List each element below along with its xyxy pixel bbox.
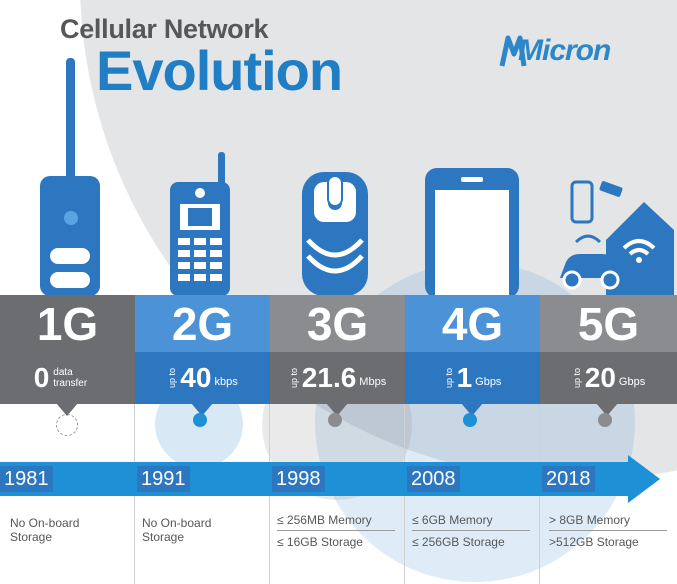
- divider-line: [412, 530, 530, 531]
- memory-3g: ≤ 256MB Memory: [277, 513, 372, 527]
- speed-prefix: up to: [167, 367, 178, 389]
- speed-value: 1: [456, 362, 473, 393]
- memory-5g: > 8GB Memory: [549, 513, 631, 527]
- title-small: Cellular Network: [60, 14, 269, 44]
- speed-5g: up to 20 Gbps: [540, 352, 677, 404]
- divider-line: [277, 530, 395, 531]
- speed-unit: data transfer: [53, 367, 88, 389]
- speed-unit: Mbps: [359, 376, 387, 388]
- micron-logo-icon: [499, 35, 527, 67]
- speed-value: 20: [584, 362, 616, 393]
- pointer-1g: [56, 403, 78, 416]
- speed-1g: 0 data transfer: [0, 352, 135, 404]
- gen-label-5g: 5G: [540, 295, 677, 352]
- title-large: Evolution: [96, 39, 343, 102]
- storage-1g: Storage: [10, 530, 53, 544]
- speed-prefix: up to: [288, 367, 299, 389]
- memory-2g: No On-board: [142, 516, 212, 530]
- signal-dot-3g: [328, 413, 342, 427]
- gen-label-2g: 2G: [135, 295, 270, 352]
- speed-3g: up to 21.6 Mbps: [270, 352, 405, 404]
- speed-value: 21.6: [301, 362, 357, 393]
- 5g-devices-icon: [560, 180, 674, 296]
- signal-dot-5g: [598, 413, 612, 427]
- pointer-5g: [596, 403, 618, 416]
- speed-unit: Gbps: [618, 376, 646, 388]
- timeline-arrow: [628, 455, 660, 503]
- 1g-phone-icon: [40, 58, 100, 296]
- pointer-3g: [326, 403, 348, 416]
- storage-2g: Storage: [142, 530, 185, 544]
- pointer-2g: [191, 403, 213, 416]
- speed-value: 0: [33, 362, 50, 393]
- memory-1g: No On-board: [10, 516, 80, 530]
- speed-unit: Gbps: [475, 376, 502, 388]
- year-1991: 1991: [137, 466, 190, 492]
- pointer-4g: [461, 403, 483, 416]
- year-1981: 1981: [0, 466, 53, 492]
- logo-text: Micron: [518, 34, 611, 67]
- memory-4g: ≤ 6GB Memory: [412, 513, 493, 527]
- signal-circle-1g: [56, 414, 78, 436]
- speed-2g: up to 40 kbps: [135, 352, 270, 404]
- year-1998: 1998: [272, 466, 325, 492]
- storage-5g: >512GB Storage: [549, 535, 639, 549]
- speed-unit: kbps: [214, 376, 238, 388]
- divider-line: [549, 530, 667, 531]
- gen-label-4g: 4G: [405, 295, 540, 352]
- storage-3g: ≤ 16GB Storage: [277, 535, 363, 549]
- 3g-phone-icon: [302, 172, 368, 296]
- speed-prefix: up to: [571, 367, 582, 389]
- storage-4g: ≤ 256GB Storage: [412, 535, 505, 549]
- gen-label-3g: 3G: [270, 295, 405, 352]
- speed-prefix: up to: [443, 367, 454, 389]
- signal-dot-2g: [193, 413, 207, 427]
- signal-dot-4g: [463, 413, 477, 427]
- 4g-phone-icon: [425, 168, 519, 298]
- speed-4g: up to 1 Gbps: [405, 352, 540, 404]
- year-2008: 2008: [407, 466, 460, 492]
- speed-value: 40: [180, 362, 212, 393]
- micron-logo: Micron: [498, 30, 638, 74]
- 2g-phone-icon: [170, 152, 230, 296]
- gen-label-1g: 1G: [0, 295, 135, 352]
- year-2018: 2018: [542, 466, 595, 492]
